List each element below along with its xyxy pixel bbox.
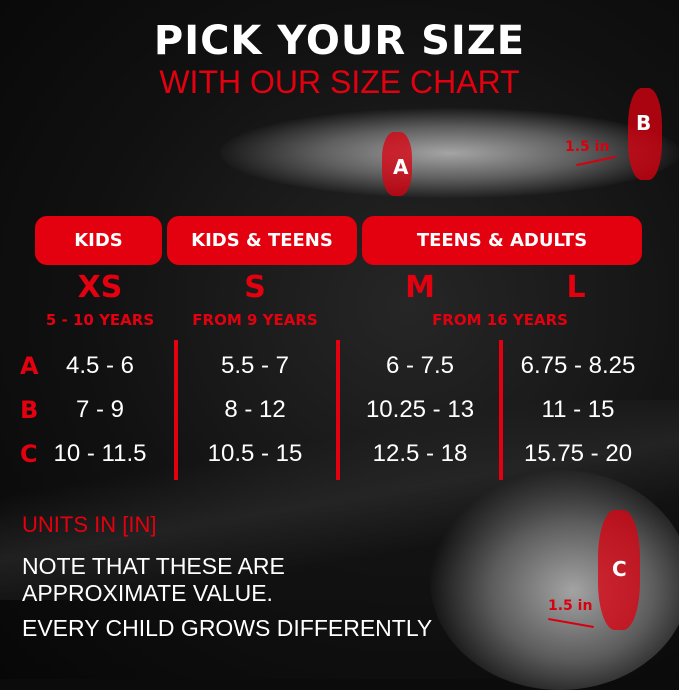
knee-band-c xyxy=(598,510,640,630)
age-s: FROM 9 YEARS xyxy=(192,311,318,329)
cell-c-m: 12.5 - 18 xyxy=(372,440,468,467)
marker-a: A xyxy=(393,155,409,179)
group-teens-adults: TEENS & ADULTS xyxy=(362,216,642,265)
note-line-2: APPROXIMATE VALUE. xyxy=(22,580,273,606)
size-m: M xyxy=(405,270,435,305)
column-divider xyxy=(336,340,340,480)
page-title: PICK YOUR SIZE xyxy=(153,18,526,64)
cell-a-m: 6 - 7.5 xyxy=(385,352,455,379)
cell-a-xs: 4.5 - 6 xyxy=(65,352,135,379)
column-divider xyxy=(174,340,178,480)
marker-c: C xyxy=(612,557,627,581)
size-l: L xyxy=(566,270,586,305)
row-label-b: B xyxy=(20,396,39,424)
group-kids: KIDS xyxy=(35,216,162,265)
marker-b: B xyxy=(636,111,652,135)
note-line-3: EVERY CHILD GROWS DIFFERENTLY xyxy=(22,615,433,641)
wrist-band-a xyxy=(382,132,412,196)
row-label-a: A xyxy=(20,352,39,380)
age-xs: 5 - 10 YEARS xyxy=(45,311,155,329)
cell-c-l: 15.75 - 20 xyxy=(523,440,633,467)
cell-b-l: 11 - 15 xyxy=(541,396,615,423)
arm-band-width: 1.5 in xyxy=(565,139,610,155)
page-subtitle: WITH OUR SIZE CHART xyxy=(159,64,520,100)
cell-a-l: 6.75 - 8.25 xyxy=(520,352,636,379)
arm-band-b xyxy=(628,88,662,180)
column-divider xyxy=(499,340,503,480)
cell-b-m: 10.25 - 13 xyxy=(365,396,475,423)
size-s: S xyxy=(244,270,266,305)
arm-skeleton-illustration xyxy=(220,108,679,198)
cell-c-s: 10.5 - 15 xyxy=(207,440,303,467)
units-note: UNITS IN [IN] xyxy=(22,512,157,537)
note-line-1: NOTE THAT THESE ARE xyxy=(22,553,285,579)
size-xs: XS xyxy=(77,270,123,305)
group-kids-teens: KIDS & TEENS xyxy=(167,216,357,265)
cell-b-s: 8 - 12 xyxy=(224,396,286,423)
cell-b-xs: 7 - 9 xyxy=(75,396,125,423)
cell-c-xs: 10 - 11.5 xyxy=(53,440,147,467)
age-m-l: FROM 16 YEARS xyxy=(432,311,568,329)
knee-band-width: 1.5 in xyxy=(548,598,593,614)
knee-skeleton-illustration xyxy=(430,470,679,690)
cell-a-s: 5.5 - 7 xyxy=(220,352,290,379)
row-label-c: C xyxy=(20,440,38,468)
